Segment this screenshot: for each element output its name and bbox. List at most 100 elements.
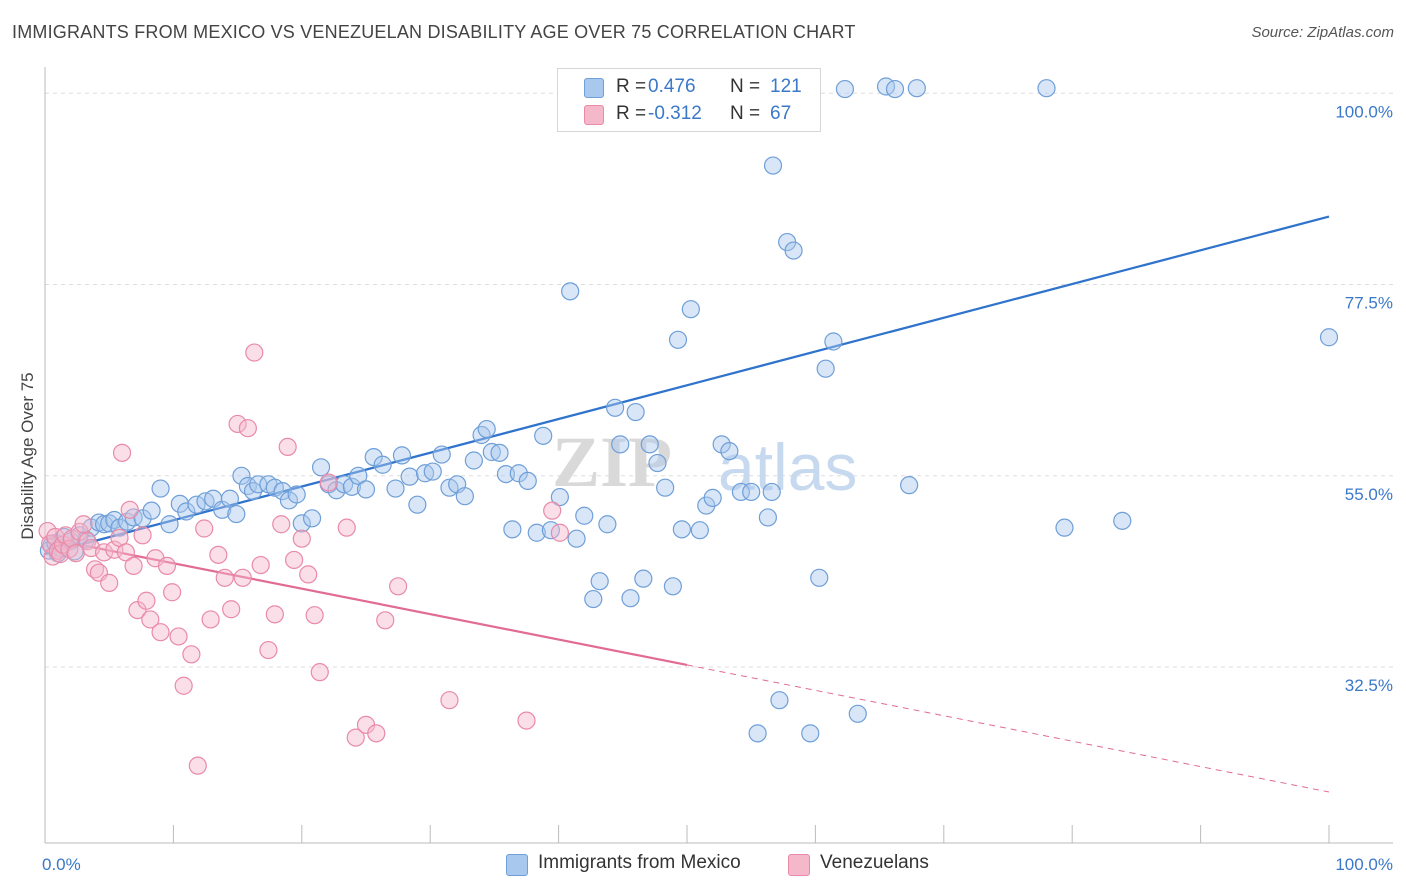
legend-r-label: R = [616,76,647,97]
point-mexico [349,466,368,485]
point-mexico [472,425,491,445]
legend-n-label: N = [730,103,761,124]
point-mexico [423,462,442,481]
axes [44,67,1393,844]
bottom-legend-label-mexico: Immigrants from Mexico [538,852,741,873]
point-mexico [763,156,783,175]
point-venezuelans [188,756,207,775]
point-mexico [611,435,630,454]
point-mexico [342,477,361,496]
x-tick-label: 0.0% [42,855,81,874]
point-mexico [477,419,496,439]
point-mexico [232,466,251,485]
point-venezuelans [517,711,536,730]
point-mexico [668,330,688,349]
point-venezuelans [299,565,318,584]
point-venezuelans [284,550,304,570]
point-mexico [273,482,292,501]
point-mexico [640,435,659,454]
point-venezuelans [215,568,234,587]
point-mexico [415,464,435,483]
point-mexico [561,282,580,301]
legend-n-label: N = [730,76,761,97]
point-mexico [142,501,161,520]
point-mexico [672,520,691,539]
point-mexico [455,487,474,506]
point-venezuelans [319,473,338,492]
point-mexico [801,724,820,743]
watermark-zip: ZIP [552,422,672,502]
point-venezuelans [222,600,241,619]
point-mexico [220,489,239,508]
point-mexico [848,704,867,723]
point-venezuelans [201,610,220,629]
point-venezuelans [228,414,247,434]
point-mexico [626,402,645,422]
point-venezuelans [124,556,143,576]
point-mexico [758,508,777,527]
point-mexico [550,487,569,507]
chart-title: IMMIGRANTS FROM MEXICO VS VENEZUELAN DIS… [12,22,856,42]
point-venezuelans [367,724,386,743]
point-venezuelans [133,526,152,545]
point-venezuelans [48,541,67,560]
point-mexico [770,691,789,710]
point-mexico [94,515,114,534]
point-venezuelans [182,645,201,664]
point-venezuelans [278,437,297,456]
point-mexico [386,479,405,498]
point-mexico [177,502,196,521]
point-venezuelans [120,500,139,519]
watermark: ZIP atlas [552,422,857,504]
point-mexico [681,300,700,319]
point-venezuelans [169,627,188,646]
point-venezuelans [272,515,291,534]
point-venezuelans [62,529,82,548]
point-mexico [400,467,419,486]
legend-r-value-mexico: 0.476 [648,76,696,97]
point-mexico [287,485,306,504]
point-venezuelans [305,606,324,625]
point-mexico [292,514,311,533]
trend-line-venezuelans-extrapolated [686,664,1330,793]
point-mexico [496,465,516,484]
bottom-legend-label-venezuelans: Venezuelans [820,852,929,873]
point-mexico [482,442,501,462]
point-mexico [648,453,667,473]
point-mexico [748,724,767,743]
point-venezuelans [389,577,408,596]
y-tick-label: 32.5% [1345,676,1393,695]
point-mexico [810,568,829,587]
point-mexico [160,515,179,534]
point-venezuelans [245,343,264,362]
point-venezuelans [265,605,284,624]
point-mexico [1055,518,1074,537]
point-venezuelans [346,728,365,747]
legend-r-value-venezuelans: -0.312 [648,103,702,124]
point-venezuelans [157,556,177,576]
point-mexico [527,523,546,542]
point-mexico [518,471,537,490]
watermark-atlas: atlas [718,430,857,504]
point-mexico [762,482,781,502]
point-venezuelans [233,568,252,587]
point-venezuelans [310,663,329,682]
point-mexico [356,480,376,499]
chart-source: Source: ZipAtlas.com [1251,24,1394,41]
point-mexico [907,79,926,98]
point-mexico [742,482,761,502]
point-venezuelans [292,529,311,548]
point-mexico [408,495,427,514]
point-mexico [720,442,739,461]
y-tick-label: 55.0% [1345,485,1393,504]
trend-line-venezuelans [44,536,688,667]
correlation-legend: R = 0.476 N = 121 R = -0.312 N = 67 [557,68,821,132]
point-venezuelans [238,419,257,438]
point-mexico [663,577,682,596]
point-venezuelans [209,545,228,564]
point-mexico [621,589,640,608]
point-mexico [1113,511,1132,530]
point-mexico [584,589,603,609]
point-mexico [656,478,675,497]
